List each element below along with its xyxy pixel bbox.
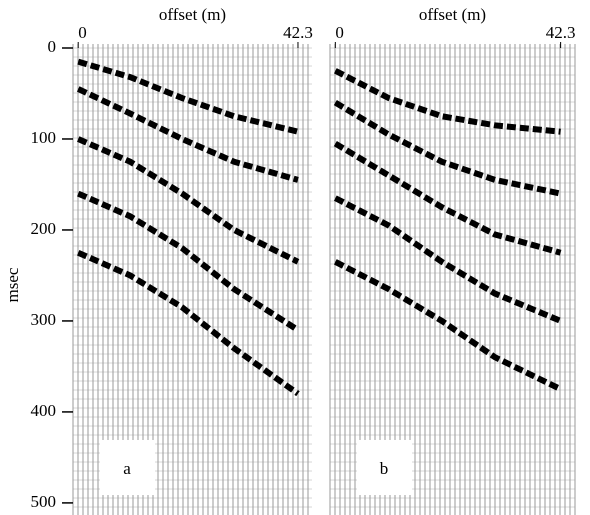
reflection-event bbox=[333, 100, 562, 197]
reflection-event bbox=[76, 190, 300, 333]
panel-label: a bbox=[123, 459, 131, 478]
reflection-event bbox=[77, 58, 299, 135]
reflection-event bbox=[333, 259, 562, 392]
x-axis-label: offset (m) bbox=[419, 5, 486, 24]
reflection-event bbox=[76, 136, 300, 265]
x-tick-label: 42.3 bbox=[546, 23, 576, 42]
y-tick-label: 500 bbox=[31, 492, 57, 511]
y-axis-label: msec bbox=[3, 267, 22, 302]
y-tick-label: 100 bbox=[31, 128, 57, 147]
x-axis-label: offset (m) bbox=[159, 5, 226, 24]
reflection-event bbox=[333, 195, 562, 324]
reflection-event bbox=[333, 140, 562, 256]
y-tick-label: 0 bbox=[48, 37, 57, 56]
x-tick-label: 0 bbox=[335, 23, 344, 42]
reflection-event bbox=[76, 249, 300, 397]
panel-label: b bbox=[380, 459, 389, 478]
y-tick-label: 200 bbox=[31, 219, 57, 238]
x-tick-label: 42.3 bbox=[283, 23, 313, 42]
panel-label-box bbox=[357, 440, 412, 495]
x-tick-label: 0 bbox=[78, 23, 87, 42]
panel-label-box bbox=[100, 440, 155, 495]
reflection-event bbox=[333, 68, 561, 135]
y-tick-label: 400 bbox=[31, 401, 57, 420]
y-tick-label: 300 bbox=[31, 310, 57, 329]
